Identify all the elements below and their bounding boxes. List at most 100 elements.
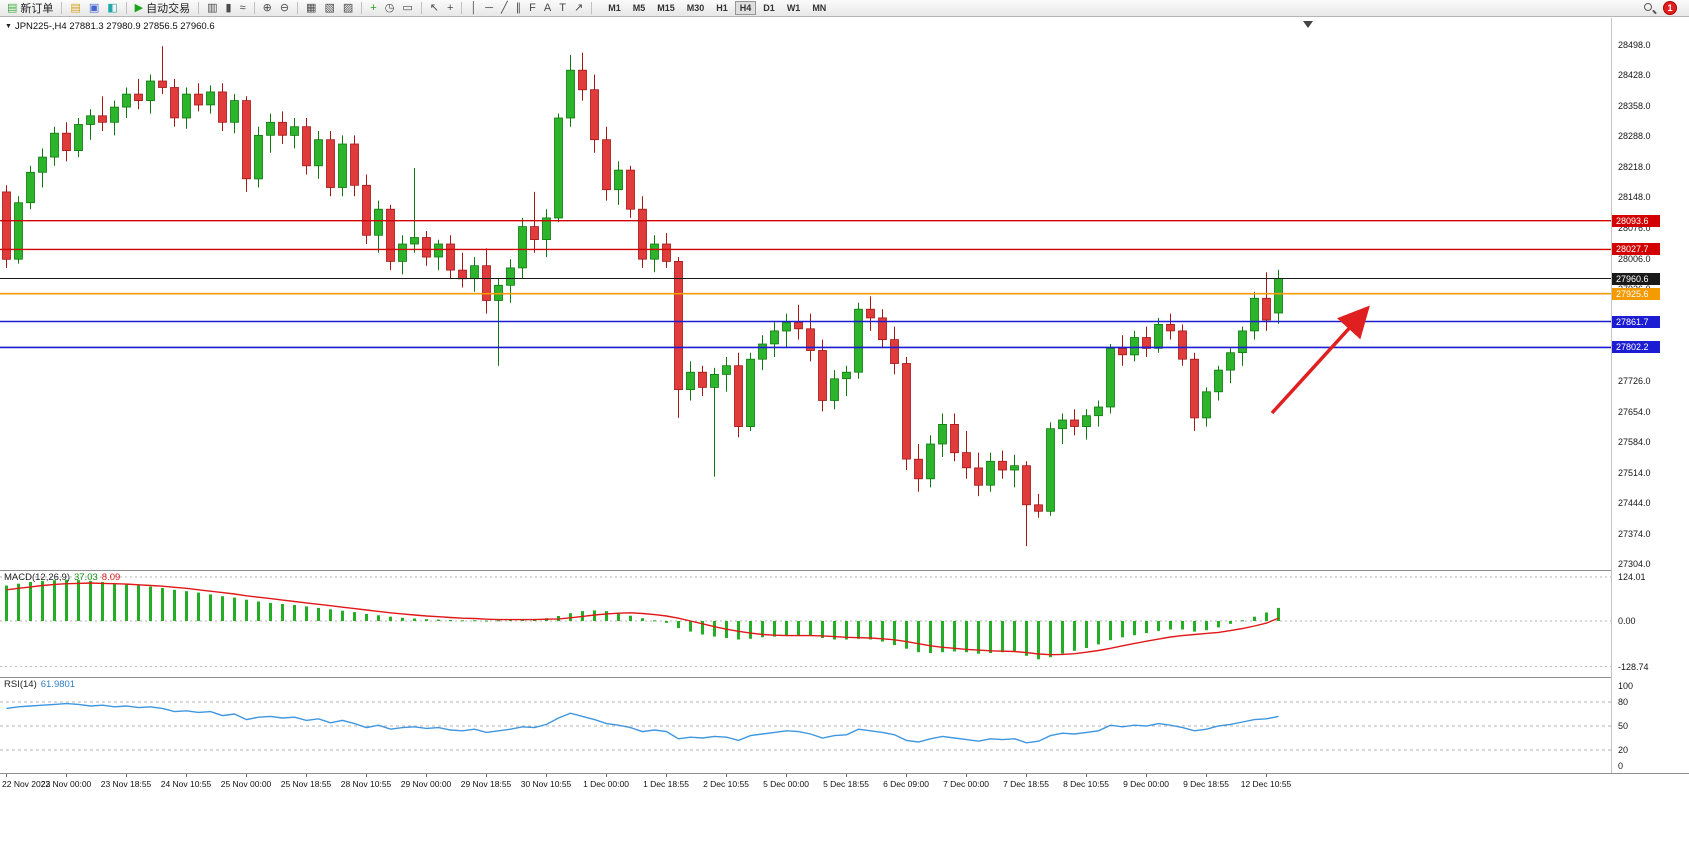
cascade-windows-icon[interactable]: ▧ xyxy=(320,1,338,16)
candlestick-chart-icon[interactable]: ▮ xyxy=(222,1,236,16)
indicators-icon[interactable]: + xyxy=(366,1,380,16)
zoom-in-icon[interactable]: ⊕ xyxy=(259,1,276,16)
arrange-windows-icon[interactable]: ▨ xyxy=(339,1,357,16)
timeframe-h4-button[interactable]: H4 xyxy=(734,1,757,15)
candle xyxy=(722,365,731,375)
price-axis-label: 27514.0 xyxy=(1618,467,1651,478)
candle xyxy=(86,115,95,125)
time-tick xyxy=(366,774,367,777)
arrow-tools-icon[interactable]: ↗ xyxy=(570,1,587,16)
cursor-icon[interactable]: ↖ xyxy=(426,1,443,16)
time-label: 2 Dec 10:55 xyxy=(703,779,749,789)
time-tick xyxy=(426,774,427,777)
timeframe-m15-button[interactable]: M15 xyxy=(657,3,675,13)
channel-icon[interactable]: ∥ xyxy=(512,1,526,16)
time-label: 7 Dec 00:00 xyxy=(943,779,989,789)
timeframe-mn-button[interactable]: MN xyxy=(812,3,827,13)
fibonacci-icon[interactable]: F xyxy=(525,1,540,16)
toolbar-buttons: ▤ 新订单 ▤ ▣ ◧ ▶ 自动交易 ▥ ▮ ≈ ⊕ ⊖ ▦ ▧ ▨ + ◷ ▭ ↖ + │ ─ ╱ ∥ F A T ↗ xyxy=(3,0,596,16)
search-icon[interactable] xyxy=(1643,2,1657,15)
macd-plot[interactable] xyxy=(0,571,1611,677)
macd-histogram-bar xyxy=(293,605,296,621)
timeframe-d1-button[interactable]: D1 xyxy=(763,3,775,13)
macd-histogram-bar xyxy=(221,596,224,621)
candle xyxy=(986,460,995,486)
macd-axis-label: 0.00 xyxy=(1618,616,1636,626)
macd-histogram-bar xyxy=(353,612,356,621)
macd-histogram-bar xyxy=(761,621,764,638)
price-axis[interactable]: 28498.0 28428.0 28358.0 28288.0 28218.0 28148… xyxy=(1611,18,1689,773)
candle xyxy=(386,208,395,262)
label-icon[interactable]: T xyxy=(555,1,570,16)
bar-chart-icon[interactable]: ▥ xyxy=(203,1,221,16)
rsi-plot[interactable] xyxy=(0,678,1611,773)
candle xyxy=(914,458,923,480)
macd-histogram-bar xyxy=(737,621,740,640)
time-axis[interactable]: 22 Nov 2022 23 Nov 00:00 23 Nov 18:55 24 No… xyxy=(0,774,1611,792)
price-axis-label: 28498.0 xyxy=(1618,39,1651,50)
macd-histogram-bar xyxy=(29,582,32,621)
panel-separator[interactable] xyxy=(0,570,1689,571)
macd-histogram-bar xyxy=(977,621,980,654)
notification-badge[interactable]: 1 xyxy=(1663,1,1677,15)
price-level-badge: 28093.6 xyxy=(1612,214,1660,227)
zoom-out-icon: ⊖ xyxy=(279,1,290,14)
time-tick xyxy=(1146,774,1147,777)
timeframe-w1-button[interactable]: W1 xyxy=(786,3,801,13)
candle xyxy=(1094,406,1103,417)
macd-histogram-bar xyxy=(653,620,656,622)
horizontal-line-icon[interactable]: ─ xyxy=(481,1,497,16)
price-level-badge: 28027.7 xyxy=(1612,243,1660,256)
toolbar-separator xyxy=(591,2,593,14)
candle xyxy=(854,308,863,373)
candlestick-plot[interactable] xyxy=(0,18,1611,570)
text-icon[interactable]: A xyxy=(540,1,555,16)
price-axis-label: 27654.0 xyxy=(1618,406,1651,417)
toolbar-separator xyxy=(461,2,463,14)
crosshair-icon[interactable]: + xyxy=(443,1,457,16)
price-axis-label: 27584.0 xyxy=(1618,437,1651,448)
new-order-button[interactable]: ▤ 新订单 xyxy=(3,1,57,16)
macd-histogram-bar xyxy=(1181,621,1184,630)
timeframe-m30-button[interactable]: M30 xyxy=(686,3,705,13)
rsi-axis-label: 50 xyxy=(1618,721,1629,731)
time-label: 24 Nov 10:55 xyxy=(160,779,212,789)
zoom-in-icon: ⊕ xyxy=(262,1,272,14)
macd-histogram-bar xyxy=(833,621,836,640)
new-order-button-label: 新订单 xyxy=(20,3,54,15)
candle xyxy=(1082,415,1091,428)
macd-main-value: 37.03 xyxy=(74,572,98,583)
candle xyxy=(254,135,263,180)
macd-histogram-bar xyxy=(1097,621,1100,645)
price-axis-label: 27304.0 xyxy=(1618,558,1651,569)
price-axis-label: 27444.0 xyxy=(1618,498,1651,509)
navigator-icon[interactable]: ◧ xyxy=(103,1,121,16)
time-tick xyxy=(186,774,187,777)
vertical-line-icon[interactable]: │ xyxy=(466,1,481,16)
timeframe-m1-button[interactable]: M1 xyxy=(608,3,621,13)
time-tick xyxy=(1026,774,1027,777)
text-icon: A xyxy=(543,1,552,14)
timeframe-m5-button[interactable]: M5 xyxy=(632,3,646,13)
panel-separator[interactable] xyxy=(0,677,1689,678)
macd-histogram-bar xyxy=(713,621,716,637)
one-click-trading-toggle[interactable]: ▼ xyxy=(5,23,12,30)
candle xyxy=(362,184,371,236)
timeframe-h1-button[interactable]: H1 xyxy=(716,3,728,13)
line-chart-icon[interactable]: ≈ xyxy=(236,1,250,16)
charts-icon[interactable]: ▤ xyxy=(66,1,84,16)
zoom-out-icon[interactable]: ⊖ xyxy=(276,1,293,16)
toolbar-separator xyxy=(253,2,255,14)
periods-icon[interactable]: ◷ xyxy=(381,1,399,16)
candle xyxy=(410,237,419,245)
panel-separator xyxy=(0,773,1689,774)
candle xyxy=(398,243,407,262)
macd-histogram-bar xyxy=(1229,621,1232,624)
tile-windows-icon[interactable]: ▦ xyxy=(302,1,320,16)
profiles-icon[interactable]: ▣ xyxy=(85,1,103,16)
templates-icon[interactable]: ▭ xyxy=(398,1,416,16)
candle xyxy=(554,117,563,219)
trendline-icon[interactable]: ╱ xyxy=(497,1,512,16)
autotrade-button[interactable]: ▶ 自动交易 xyxy=(131,1,194,16)
toolbar-separator xyxy=(361,2,363,14)
